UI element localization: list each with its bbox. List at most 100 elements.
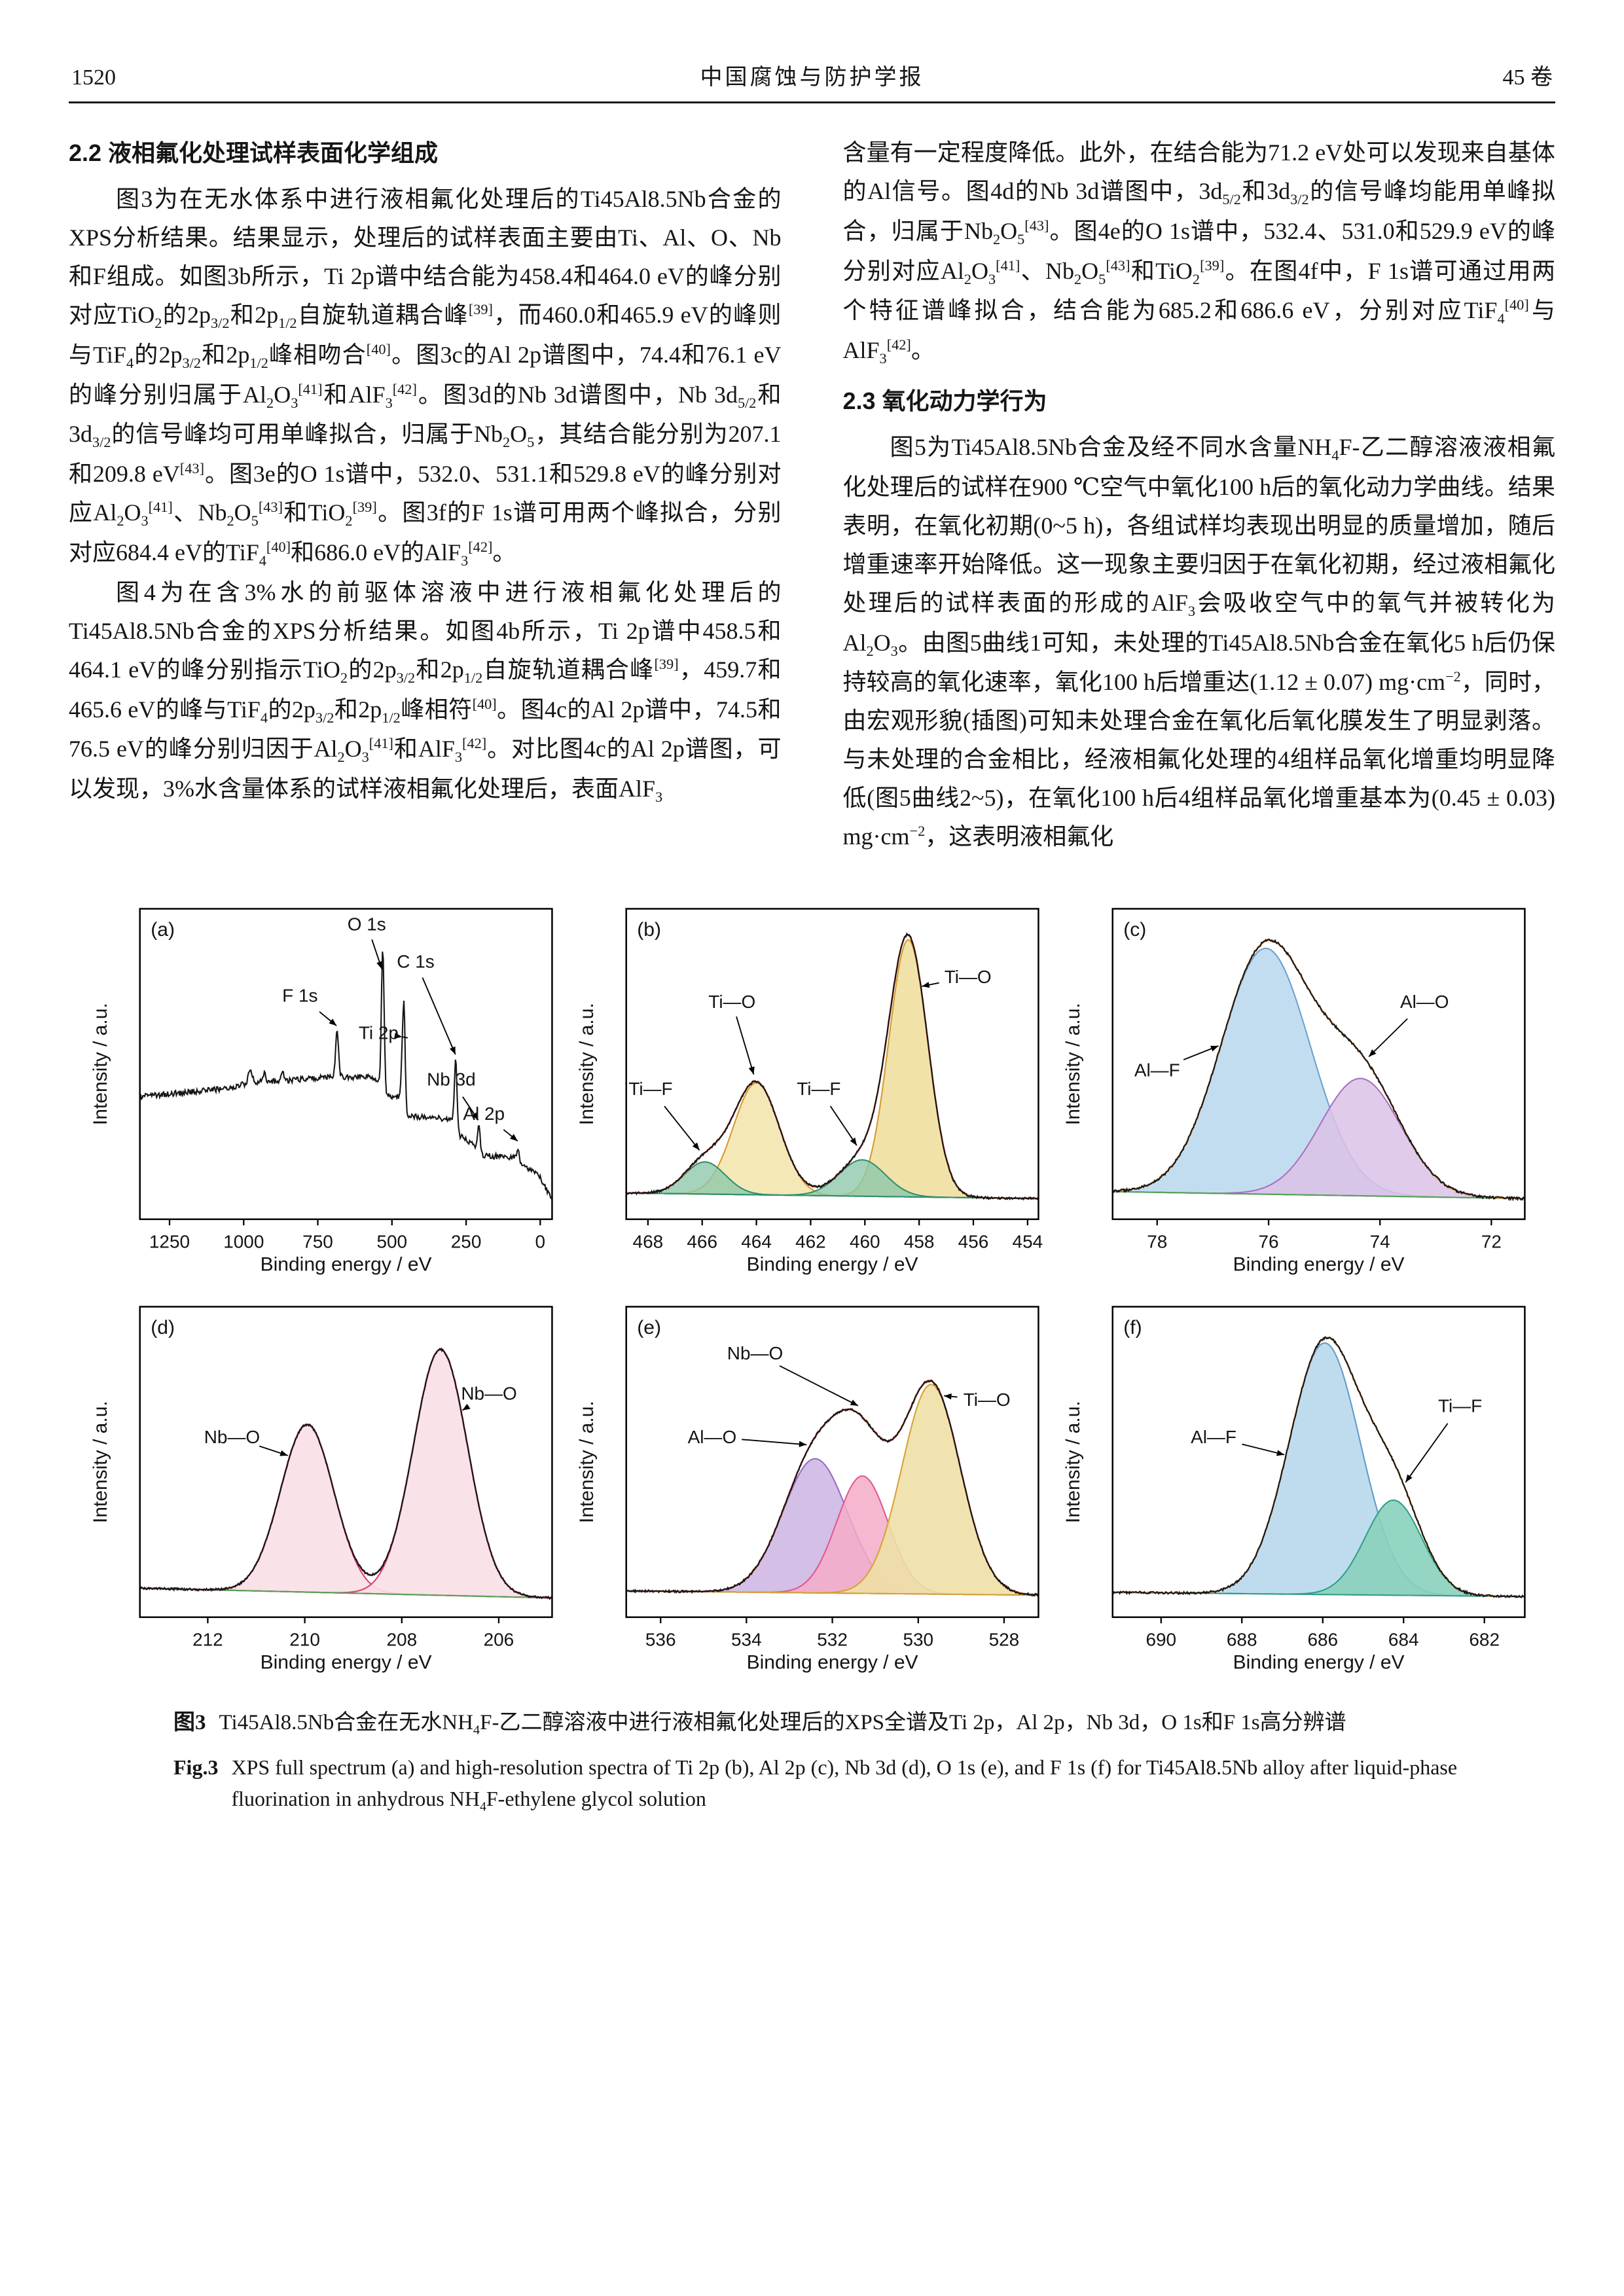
svg-text:Nb—O: Nb—O <box>461 1384 516 1404</box>
svg-text:684: 684 <box>1388 1630 1419 1650</box>
page-number: 1520 <box>71 65 116 90</box>
svg-text:Al 2p: Al 2p <box>463 1103 505 1124</box>
svg-text:Al—F: Al—F <box>1191 1427 1236 1448</box>
xps-spectrum-svg: 536 534 532 530 528 Binding energy / eV Intens… <box>576 1306 1039 1674</box>
svg-text:686: 686 <box>1307 1630 1338 1650</box>
svg-text:210: 210 <box>289 1630 320 1650</box>
xps-panel-a-survey: 1250 1000 750 500 250 0 Binding energy / eV Int… <box>88 899 563 1279</box>
section-heading-2-2: 2.2 液相氟化处理试样表面化学组成 <box>69 139 439 166</box>
svg-text:Ti—F: Ti—F <box>628 1079 672 1099</box>
svg-text:460: 460 <box>850 1232 880 1252</box>
svg-text:Intensity / a.u.: Intensity / a.u. <box>1062 1401 1084 1524</box>
figure-caption-en-text: XPS full spectrum (a) and high-resolutio… <box>231 1755 1458 1814</box>
page-header: 1520 中国腐蚀与防护学报 45 卷 <box>69 59 1555 101</box>
svg-text:456: 456 <box>958 1232 989 1252</box>
svg-text:Intensity / a.u.: Intensity / a.u. <box>1062 1003 1084 1126</box>
body-paragraph-4: 图5为Ti45Al8.5Nb合金及经不同水含量NH4F-乙二醇溶液液相氟化处理后… <box>842 433 1556 850</box>
svg-text:72: 72 <box>1481 1232 1502 1252</box>
journal-title: 中国腐蚀与防护学报 <box>700 65 924 90</box>
svg-text:Binding energy / eV: Binding energy / eV <box>261 1254 432 1276</box>
xps-panels-grid: 1250 1000 750 500 250 0 Binding energy / eV Int… <box>69 899 1555 1677</box>
svg-text:Binding energy / eV: Binding energy / eV <box>1233 1652 1405 1674</box>
svg-text:536: 536 <box>645 1630 676 1650</box>
xps-panel-b-ti2p: 468 466 464 462 460 458 456 454 Binding energy /… <box>575 899 1049 1279</box>
left-column: 2.2 液相氟化处理试样表面化学组成 图3为在无水体系中进行液相氟化处理后的Ti… <box>69 134 782 856</box>
svg-text:688: 688 <box>1227 1630 1257 1650</box>
xps-spectrum-svg: 212 210 208 206 Binding energy / eV Intensity… <box>90 1306 553 1674</box>
svg-text:682: 682 <box>1469 1630 1500 1650</box>
svg-text:Binding energy / eV: Binding energy / eV <box>1233 1254 1405 1276</box>
svg-text:Binding energy / eV: Binding energy / eV <box>747 1254 918 1276</box>
svg-text:Nb 3d: Nb 3d <box>427 1069 476 1090</box>
volume-label: 45 卷 <box>1502 65 1553 90</box>
svg-text:454: 454 <box>1013 1232 1043 1252</box>
svg-text:534: 534 <box>731 1630 762 1650</box>
svg-text:Intensity / a.u.: Intensity / a.u. <box>90 1003 111 1126</box>
figure-caption-en: Fig.3 XPS full spectrum (a) and high-res… <box>69 1751 1555 1817</box>
xps-panel-c-al2p: 78 76 74 72 Binding energy / eV Intensity / a… <box>1061 899 1536 1279</box>
svg-text:462: 462 <box>795 1232 826 1252</box>
svg-text:Binding energy / eV: Binding energy / eV <box>747 1652 918 1674</box>
svg-text:Al—F: Al—F <box>1134 1060 1180 1081</box>
svg-text:532: 532 <box>817 1630 848 1650</box>
figure-caption-cn: 图3 Ti45Al8.5Nb合金在无水NH4F-乙二醇溶液中进行液相氟化处理后的… <box>69 1707 1555 1740</box>
svg-text:Ti—O: Ti—O <box>708 992 755 1013</box>
svg-text:250: 250 <box>451 1232 482 1252</box>
svg-text:C 1s: C 1s <box>397 952 434 972</box>
svg-text:76: 76 <box>1258 1232 1278 1252</box>
svg-text:Ti 2p: Ti 2p <box>359 1023 399 1043</box>
svg-text:464: 464 <box>741 1232 772 1252</box>
svg-text:1000: 1000 <box>223 1232 264 1252</box>
body-paragraph-1: 图3为在无水体系中进行液相氟化处理后的Ti45Al8.5Nb合金的XPS分析结果… <box>69 186 782 569</box>
section-heading-2-3: 2.3 氧化动力学行为 <box>842 387 1047 414</box>
svg-text:Intensity / a.u.: Intensity / a.u. <box>90 1401 111 1524</box>
svg-text:Intensity / a.u.: Intensity / a.u. <box>576 1401 598 1524</box>
xps-panel-e-o1s: 536 534 532 530 528 Binding energy / eV Intens… <box>575 1297 1049 1677</box>
right-column: 含量有一定程度降低。此外，在结合能为71.2 eV处可以发现来自基体的Al信号。… <box>843 134 1556 856</box>
figure-caption-cn-text: Ti45Al8.5Nb合金在无水NH4F-乙二醇溶液中进行液相氟化处理后的XPS… <box>219 1711 1346 1738</box>
svg-text:750: 750 <box>302 1232 333 1252</box>
body-paragraph-2: 图4为在含3%水的前驱体溶液中进行液相氟化处理后的Ti45Al8.5Nb合金的X… <box>69 579 782 806</box>
svg-text:Ti—O: Ti—O <box>945 967 992 988</box>
svg-text:Intensity / a.u.: Intensity / a.u. <box>576 1003 598 1126</box>
svg-text:528: 528 <box>989 1630 1020 1650</box>
svg-text:O 1s: O 1s <box>348 914 386 935</box>
svg-text:F 1s: F 1s <box>282 986 317 1006</box>
svg-text:Ti—O: Ti—O <box>964 1390 1011 1410</box>
svg-text:690: 690 <box>1146 1630 1176 1650</box>
figure-3: 1250 1000 750 500 250 0 Binding energy / eV Int… <box>69 899 1555 1816</box>
svg-text:Ti—F: Ti—F <box>797 1079 840 1099</box>
svg-text:208: 208 <box>386 1630 417 1650</box>
svg-text:(e): (e) <box>637 1317 661 1338</box>
xps-panel-f-f1s: 690 688 686 684 682 Binding energy / eV Intens… <box>1061 1297 1536 1677</box>
svg-text:458: 458 <box>904 1232 935 1252</box>
svg-text:Al—O: Al—O <box>1400 992 1449 1013</box>
xps-spectrum-svg: 78 76 74 72 Binding energy / eV Intensity / a… <box>1062 908 1526 1276</box>
svg-text:212: 212 <box>192 1630 223 1650</box>
svg-text:Binding energy / eV: Binding energy / eV <box>261 1652 432 1674</box>
svg-text:206: 206 <box>484 1630 514 1650</box>
svg-text:74: 74 <box>1370 1232 1390 1252</box>
svg-text:468: 468 <box>633 1232 664 1252</box>
svg-text:(b): (b) <box>637 919 661 941</box>
xps-panel-d-nb3d: 212 210 208 206 Binding energy / eV Intensity… <box>88 1297 563 1677</box>
header-rule <box>69 101 1555 103</box>
svg-text:Nb—O: Nb—O <box>727 1343 783 1363</box>
svg-text:78: 78 <box>1147 1232 1167 1252</box>
figure-caption-cn-label: 图3 <box>173 1711 206 1735</box>
svg-text:500: 500 <box>376 1232 407 1252</box>
svg-text:(a): (a) <box>151 919 175 941</box>
svg-text:Nb—O: Nb—O <box>204 1427 260 1448</box>
figure-caption-en-label: Fig.3 <box>173 1755 219 1779</box>
svg-text:Al—O: Al—O <box>688 1427 737 1448</box>
svg-text:530: 530 <box>903 1630 933 1650</box>
xps-spectrum-svg: 1250 1000 750 500 250 0 Binding energy / eV Int… <box>90 908 553 1276</box>
xps-spectrum-svg: 690 688 686 684 682 Binding energy / eV Intens… <box>1062 1306 1526 1674</box>
text-columns: 2.2 液相氟化处理试样表面化学组成 图3为在无水体系中进行液相氟化处理后的Ti… <box>69 134 1555 856</box>
svg-text:(f): (f) <box>1123 1317 1142 1338</box>
svg-text:1250: 1250 <box>149 1232 190 1252</box>
svg-text:466: 466 <box>687 1232 717 1252</box>
svg-text:(c): (c) <box>1123 919 1146 941</box>
svg-text:Ti—F: Ti—F <box>1438 1396 1482 1416</box>
svg-text:0: 0 <box>535 1232 546 1252</box>
